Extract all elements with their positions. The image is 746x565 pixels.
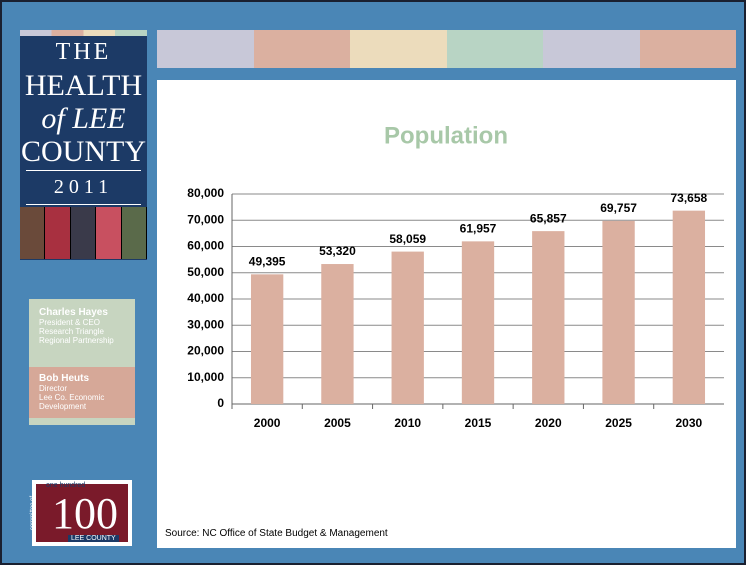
- bar: [673, 211, 705, 404]
- bar: [602, 221, 634, 404]
- value-label: 69,757: [600, 201, 637, 215]
- x-tick-label: 2005: [324, 416, 351, 430]
- y-tick-label: 50,000: [187, 265, 224, 279]
- bar: [392, 252, 424, 404]
- y-tick-label: 0: [217, 396, 224, 410]
- x-tick-label: 2015: [465, 416, 492, 430]
- bar: [251, 274, 283, 404]
- chart-title: Population: [384, 122, 508, 149]
- x-tick-label: 2025: [605, 416, 632, 430]
- bar: [462, 241, 494, 404]
- chart: Population 0 10,000 20,000 30,000 40,000 50,0…: [2, 2, 744, 563]
- y-tick-label: 70,000: [187, 212, 224, 226]
- value-label: 49,395: [249, 255, 286, 269]
- x-tick-label: 2000: [254, 416, 281, 430]
- y-tick-label: 30,000: [187, 317, 224, 331]
- slide: THE HEALTH of LEE COUNTY 2011 Charles Ha…: [0, 0, 746, 565]
- y-tick-label: 80,000: [187, 186, 224, 200]
- value-label: 61,957: [460, 222, 497, 236]
- value-label: 58,059: [389, 232, 426, 246]
- y-tick-label: 20,000: [187, 344, 224, 358]
- x-tick-label: 2020: [535, 416, 562, 430]
- x-tick-label: 2030: [676, 416, 703, 430]
- bar: [532, 231, 564, 404]
- x-tick-label: 2010: [394, 416, 421, 430]
- bar: [321, 264, 353, 404]
- value-label: 65,857: [530, 211, 567, 225]
- value-label: 53,320: [319, 244, 356, 258]
- y-tick-label: 40,000: [187, 291, 224, 305]
- value-label: 73,658: [671, 191, 708, 205]
- y-tick-label: 60,000: [187, 239, 224, 253]
- y-tick-label: 10,000: [187, 370, 224, 384]
